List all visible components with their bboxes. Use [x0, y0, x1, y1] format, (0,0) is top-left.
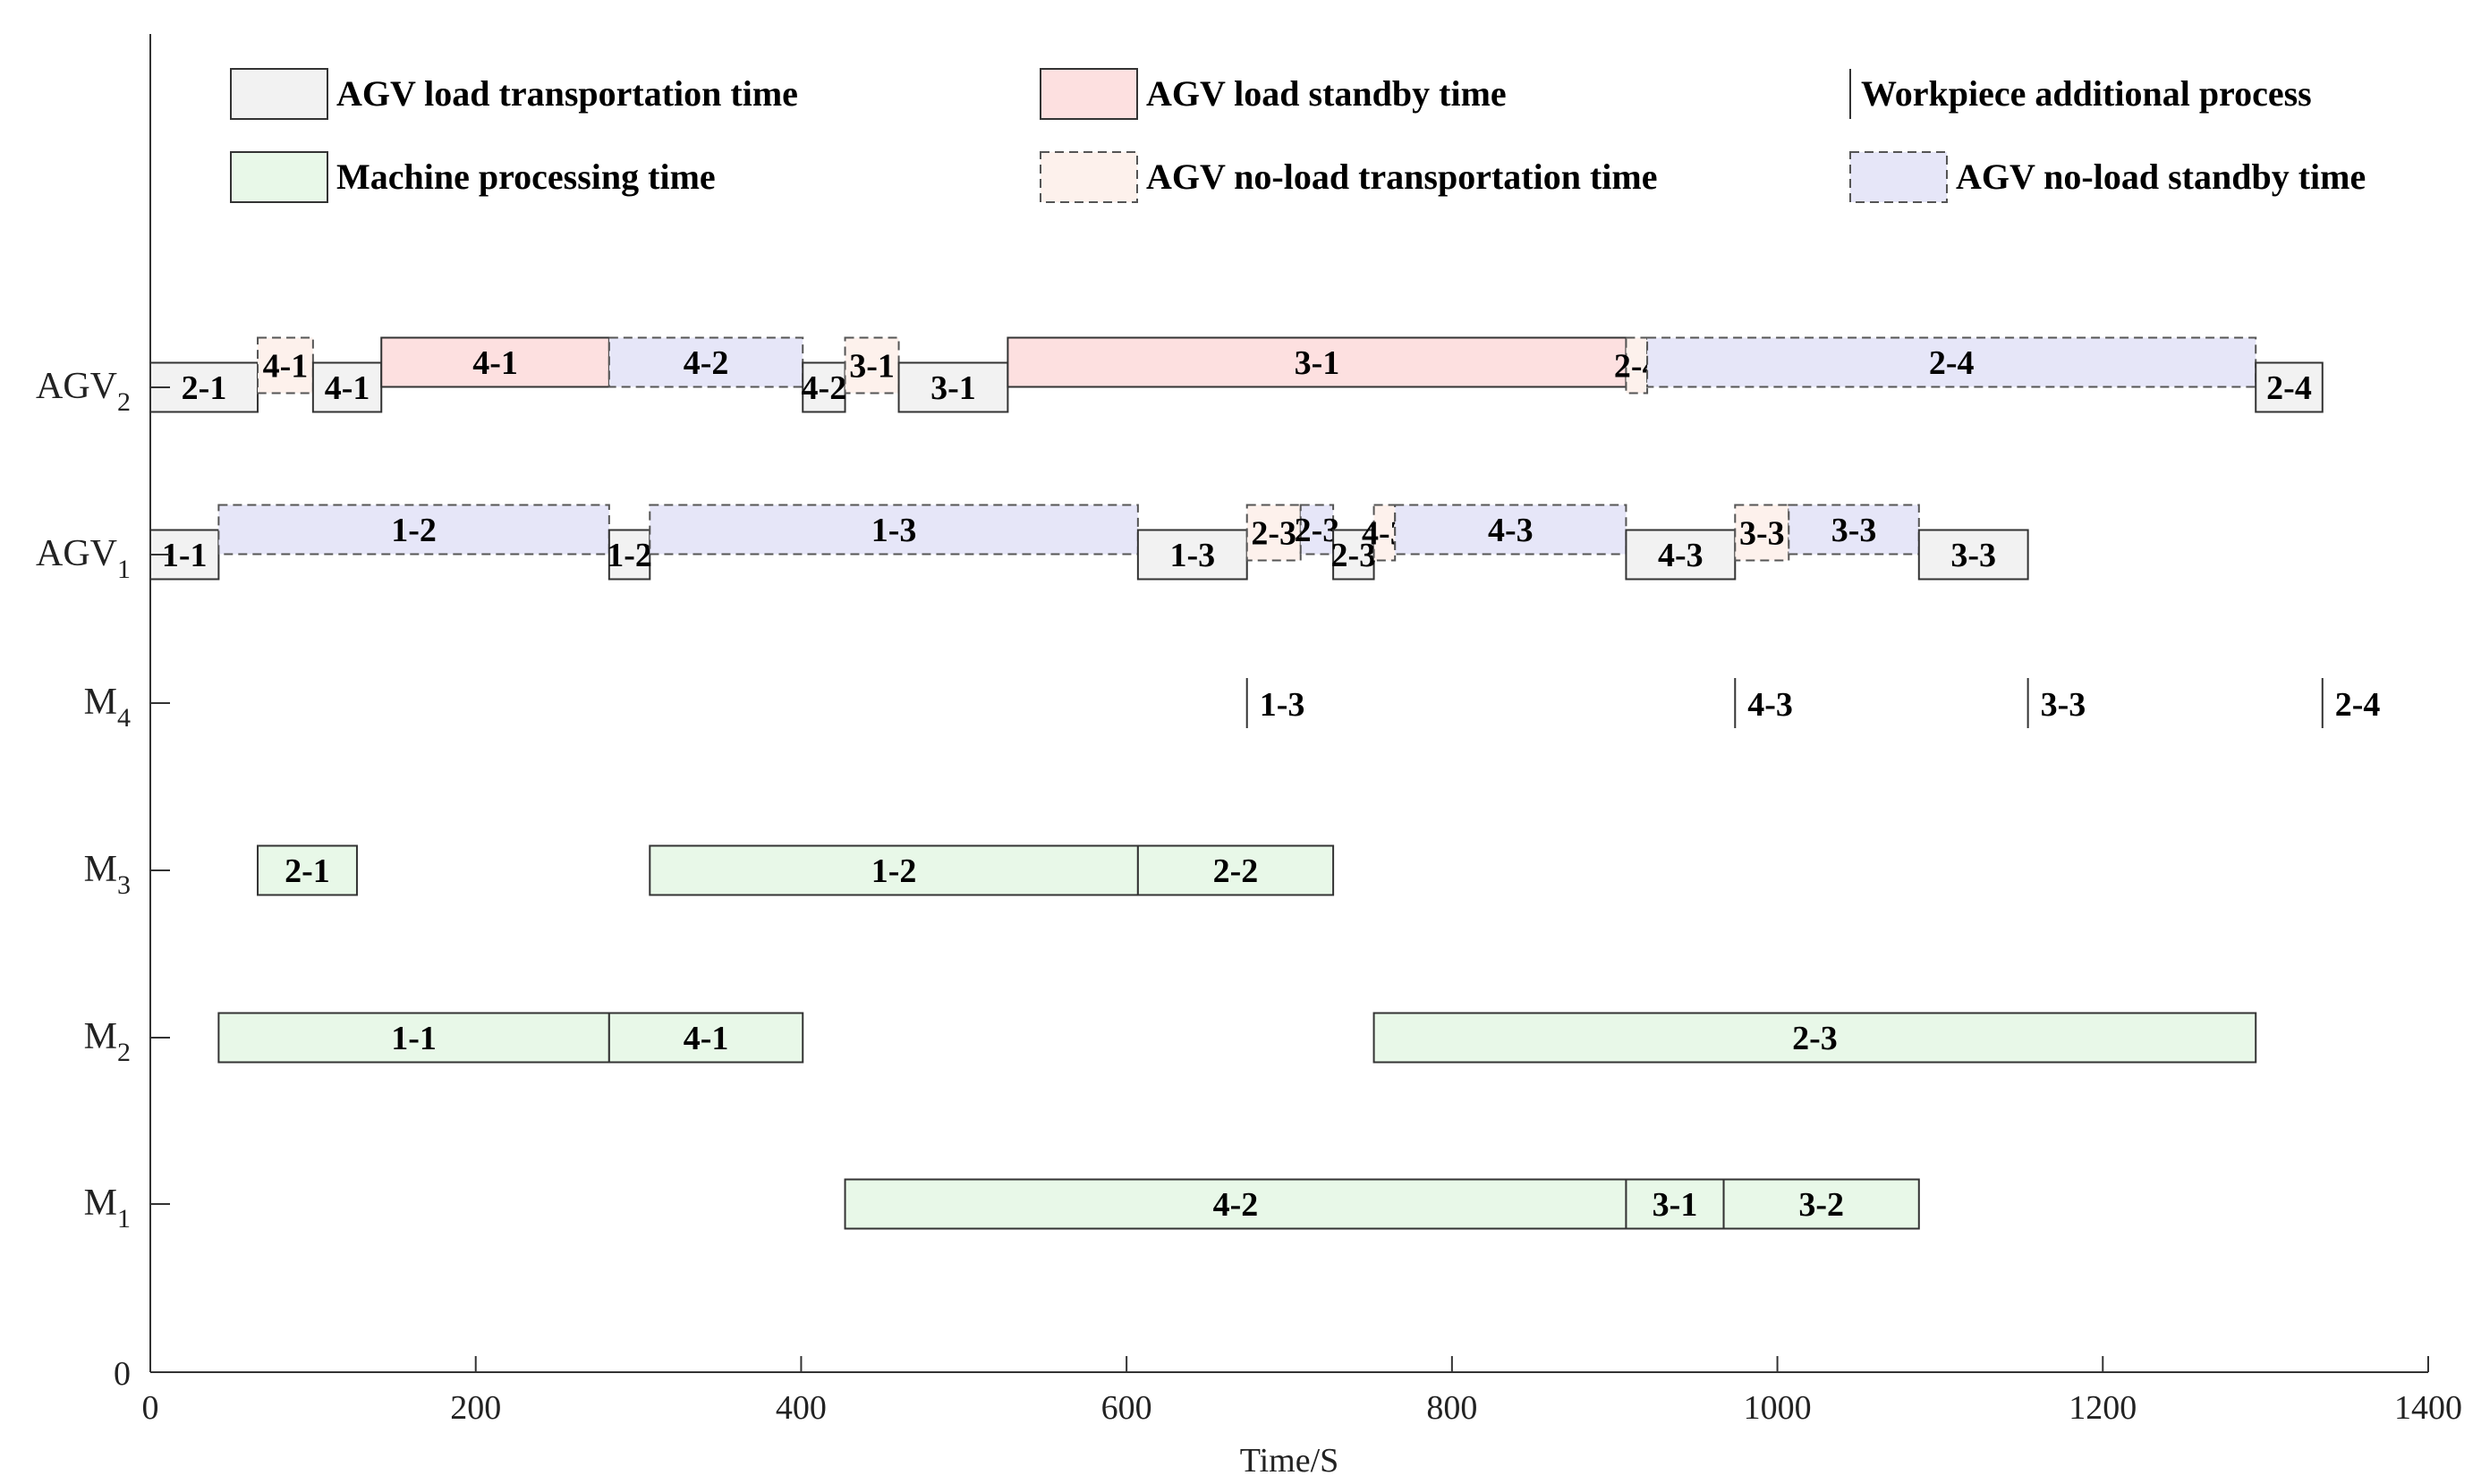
bar-label: 4-2 [684, 344, 729, 382]
bar-label: 3-1 [930, 369, 976, 407]
legend: AGV load transportation time AGV load sta… [230, 68, 2366, 203]
processing-bar [1722, 1178, 1920, 1230]
processing-bar [844, 1178, 1627, 1230]
load-transport-bar [2255, 361, 2324, 413]
legend-swatch-load-standby [1040, 68, 1138, 120]
legend-label: Machine processing time [336, 157, 716, 197]
bar-label: 1-2 [871, 852, 917, 890]
processing-bar [1372, 1012, 2257, 1064]
bar-label: 4-2 [1213, 1186, 1259, 1224]
bar-label: 1-2 [391, 512, 437, 549]
bar-label: 1-3 [1169, 537, 1215, 574]
axes: 0 200 400 600 800 1000 1200 1400 0 AGV2 AGV1 M4 M3 M2… [36, 34, 2462, 1427]
legend-label: AGV no-load standby time [1956, 157, 2366, 197]
bar-label: 2-1 [182, 369, 227, 407]
bar-label: 4-1 [263, 348, 309, 386]
load-transport-bar [1136, 529, 1248, 581]
bar-label: 4-1 [472, 344, 518, 382]
bar-label: 4-3 [1488, 512, 1534, 549]
noload-standby-bar [1394, 504, 1627, 555]
processing-bar [217, 1012, 610, 1064]
bar-label: 4-1 [325, 369, 370, 407]
processing-bar [608, 1012, 804, 1064]
bar-label: 2-4 [2266, 369, 2312, 407]
noload-standby-bar [1788, 504, 1920, 555]
bar-label: 4-1 [684, 1020, 729, 1057]
bar-label: 1-2 [607, 537, 652, 574]
bar-label: 4-2 [802, 369, 847, 407]
bar-label: 3-2 [1798, 1186, 1844, 1224]
load-standby-bar [1007, 336, 1627, 388]
legend-label: AGV load transportation time [336, 73, 798, 114]
bar-label: 3-3 [1831, 512, 1877, 549]
bar-label: 2-3 [1331, 537, 1377, 574]
bar-label: 2-3 [1792, 1020, 1838, 1057]
x-axis-title: Time/S [1240, 1442, 1339, 1480]
load-transport-bar [311, 361, 383, 413]
bar-label: 1-1 [391, 1020, 437, 1057]
load-transport-bar [1917, 529, 2029, 581]
noload-standby-bar [608, 336, 804, 388]
bar-label: 2-3 [1295, 512, 1340, 549]
load-transport-bar [802, 361, 846, 413]
legend-label: AGV load standby time [1146, 73, 1507, 114]
noload-standby-bar [1299, 504, 1335, 555]
noload-standby-bar [1646, 336, 2257, 388]
noload-standby-bar [649, 504, 1139, 555]
row-label-agv1: AGV1 [36, 533, 131, 584]
processing-bar [1625, 1178, 1725, 1230]
row-label-m2: M2 [84, 1016, 131, 1067]
load-transport-bar [1625, 529, 1737, 581]
noload-transport-bar [844, 336, 900, 394]
processing-bar [649, 844, 1139, 896]
bar-label: 3-1 [1295, 344, 1340, 382]
noload-standby-bar [217, 504, 610, 555]
bar-label: 4-3 [1658, 537, 1704, 574]
process-label: 3-3 [2041, 686, 2086, 724]
legend-label: AGV no-load transportation time [1146, 157, 1657, 197]
bar-label: 2-1 [285, 852, 330, 890]
bar-label: 1-3 [871, 512, 917, 549]
process-label: 1-3 [1260, 686, 1305, 724]
legend-label: Workpiece additional process [1861, 73, 2312, 114]
y-zero-label: 0 [114, 1355, 131, 1393]
noload-transport-bar [1734, 504, 1790, 562]
process-label: 4-3 [1747, 686, 1793, 724]
task-bars: 2-14-14-14-1 4-24-23-13-13-1 2-4 2-42-41-11… [149, 336, 2381, 1230]
legend-swatch-processing [230, 151, 328, 203]
legend-swatch-load-transport [230, 68, 328, 120]
x-tick-label: 1200 [2069, 1389, 2137, 1427]
x-tick-label: 400 [776, 1389, 827, 1427]
load-transport-bar [1332, 529, 1375, 581]
bar-label: 3-3 [1739, 515, 1785, 553]
noload-transport-bar [1245, 504, 1302, 562]
noload-transport-bar [257, 336, 314, 394]
processing-bar [257, 844, 358, 896]
processing-bar [1136, 844, 1335, 896]
bar-label: 2-2 [1213, 852, 1259, 890]
bar-label: 3-1 [849, 348, 895, 386]
process-label: 2-4 [2335, 686, 2381, 724]
x-tick-label: 800 [1426, 1389, 1477, 1427]
legend-swatch-noload-standby [1849, 151, 1948, 203]
row-label-m4: M4 [84, 682, 131, 733]
bar-label: 3-3 [1950, 537, 1996, 574]
x-tick-label: 200 [450, 1389, 501, 1427]
load-transport-bar [608, 529, 651, 581]
x-tick-label: 0 [142, 1389, 159, 1427]
row-label-m3: M3 [84, 849, 131, 900]
x-tick-label: 600 [1101, 1389, 1152, 1427]
bar-label: 3-1 [1653, 1186, 1698, 1224]
bar-label: 2-4 [1929, 344, 1975, 382]
x-tick-label: 1400 [2394, 1389, 2462, 1427]
legend-swatch-noload-transport [1040, 151, 1138, 203]
row-label-m1: M1 [84, 1183, 131, 1234]
row-label-agv2: AGV2 [36, 366, 131, 417]
x-tick-label: 1000 [1744, 1389, 1812, 1427]
bar-label: 2-3 [1251, 515, 1296, 553]
